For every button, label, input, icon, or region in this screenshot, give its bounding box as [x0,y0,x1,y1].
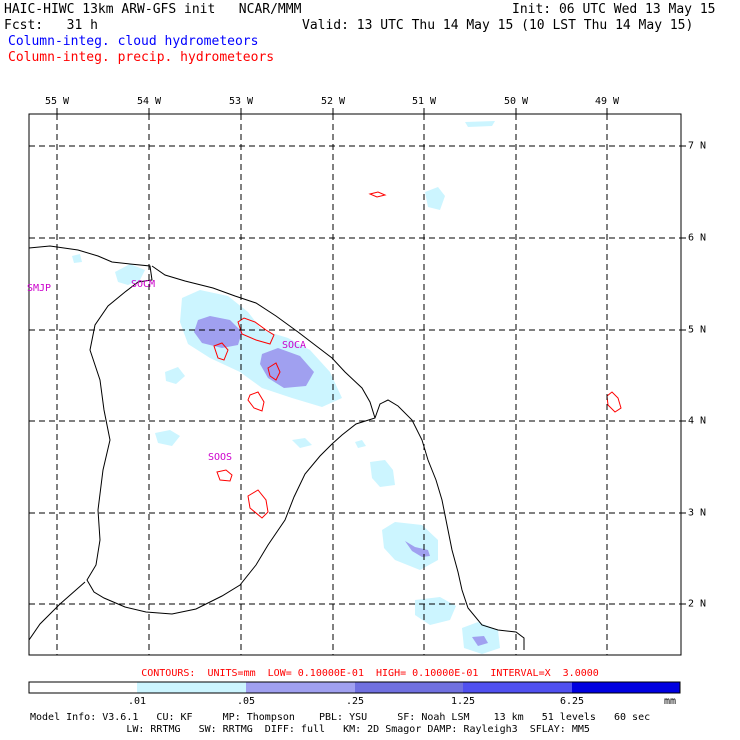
lon-label: 49 W [594,96,620,107]
lat-label: 7 N [688,140,707,152]
lat-label: 5 N [688,324,707,336]
colorbar-label: 6.25 [559,696,585,707]
lon-label: 50 W [503,96,529,107]
valid-time: Valid: 13 UTC Thu 14 May 15 (10 LST Thu … [302,18,694,33]
lon-label: 51 W [411,96,437,107]
station-smjp-label: SMJP [27,283,52,294]
colorbar-units: mm [664,696,677,707]
colorbar-seg-5 [572,682,680,693]
legend-precip: Column-integ. precip. hydrometeors [8,50,275,65]
model-info-line1: Model Info: V3.6.1 CU: KF MP: Thompson P… [30,712,651,723]
init-time: Init: 06 UTC Wed 13 May 15 [512,2,716,17]
contours-info: CONTOURS: UNITS=mm LOW= 0.10000E-01 HIGH… [141,668,599,679]
station-soos-label: SOOS [208,452,233,463]
lat-lon-grid [29,114,681,655]
lat-label: 2 N [688,598,707,610]
colorbar-label: .05 [236,696,256,707]
station-socm-label: SOCM [131,279,156,290]
lon-label: 53 W [228,96,254,107]
colorbar-label: .25 [345,696,365,707]
station-soca-label: SOCA [282,340,307,351]
model-info-line2: LW: RRTMG SW: RRTMG DIFF: full KM: 2D Sm… [30,724,590,735]
lon-label: 52 W [320,96,346,107]
lat-label: 3 N [688,507,707,519]
colorbar-seg-2 [246,682,355,693]
colorbar-seg-1 [137,682,246,693]
colorbar-seg-3 [355,682,463,693]
lat-label: 4 N [688,415,707,427]
colorbar-seg-4 [463,682,572,693]
map-frame [28,113,682,656]
lat-label: 6 N [688,232,707,244]
colorbar-label: .01 [127,696,147,707]
coastline [28,245,525,650]
legend-cloud: Column-integ. cloud hydrometeors [8,34,259,49]
precip-contours [213,191,622,519]
colorbar-seg-0 [29,682,137,693]
axis-ticks [56,108,686,605]
colorbar [28,681,681,694]
plot-title: HAIC-HIWC 13km ARW-GFS init NCAR/MMM [4,2,302,17]
forecast-hour: Fcst: 31 h [4,18,98,33]
lon-label: 54 W [136,96,162,107]
colorbar-label: 1.25 [450,696,476,707]
lon-label: 55 W [44,96,70,107]
